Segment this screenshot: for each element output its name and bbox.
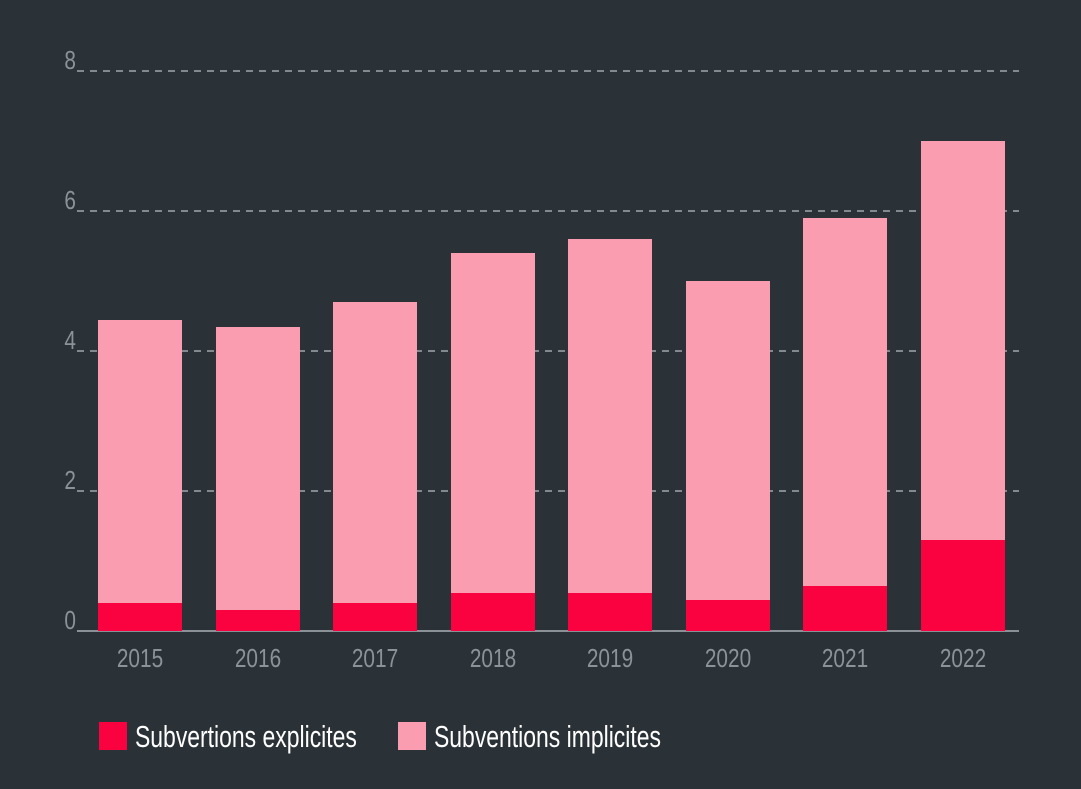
- x-tick-label-2022: 2022: [939, 643, 986, 673]
- y-tick-label-0: 0: [64, 605, 76, 635]
- bar-2022-segment-explicites: [920, 540, 1005, 631]
- gridline-6: [77, 210, 1019, 212]
- bar-2017-segment-explicites: [333, 603, 417, 631]
- x-tick-label-2018: 2018: [469, 643, 516, 673]
- bar-2020-segment-explicites: [685, 599, 770, 631]
- legend-label-explicites: Subvertions explicites: [135, 718, 357, 754]
- gridline-4: [77, 350, 1019, 352]
- gridline-2: [77, 490, 1019, 492]
- x-tick-label-2016: 2016: [234, 643, 281, 673]
- y-tick-label-4: 4: [64, 325, 76, 355]
- bar-2015-segment-explicites: [98, 603, 182, 631]
- bar-2019-segment-implicites: [568, 239, 652, 593]
- y-tick-label-2: 2: [64, 465, 76, 495]
- bar-2022-segment-implicites: [920, 141, 1005, 540]
- legend-swatch-explicites-icon: [99, 722, 127, 750]
- x-tick-label-2019: 2019: [586, 643, 634, 673]
- x-tick-label-2015: 2015: [116, 643, 164, 673]
- bar-2021-segment-explicites: [803, 585, 887, 631]
- bar-2018-segment-explicites: [450, 592, 535, 631]
- x-tick-label-2017: 2017: [351, 643, 399, 673]
- legend-label-implicites: Subventions implicites: [434, 718, 661, 754]
- x-tick-label-2020: 2020: [704, 643, 751, 673]
- y-tick-label-6: 6: [64, 185, 76, 215]
- legend-item-explicites: Subvertions explicites: [99, 718, 435, 754]
- gridline-8: [77, 70, 1019, 72]
- x-tick-label-2021: 2021: [821, 643, 869, 673]
- bar-2016-segment-implicites: [215, 326, 300, 610]
- legend-item-implicites: Subventions implicites: [398, 718, 741, 754]
- bar-2015-segment-implicites: [98, 319, 182, 603]
- x-axis-line: [77, 630, 1019, 632]
- bar-2021-segment-implicites: [803, 218, 887, 586]
- bar-2019-segment-explicites: [568, 592, 652, 631]
- y-tick-label-8: 8: [64, 45, 76, 75]
- legend-swatch-implicites-icon: [398, 722, 426, 750]
- bar-2020-segment-implicites: [685, 281, 770, 600]
- bar-2018-segment-implicites: [450, 253, 535, 593]
- bar-2017-segment-implicites: [333, 302, 417, 603]
- bar-2016-segment-explicites: [215, 610, 300, 631]
